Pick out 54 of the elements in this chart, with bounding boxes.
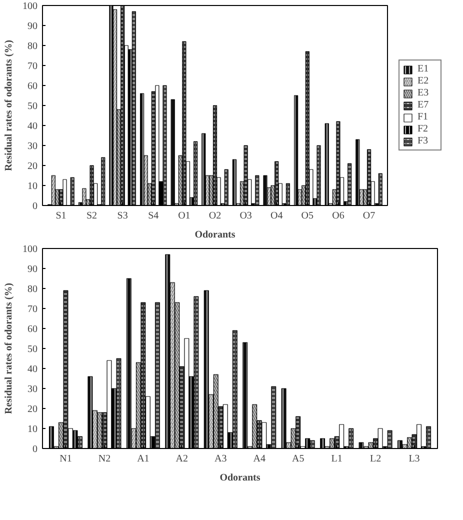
x-tick-label: L3 — [408, 454, 420, 464]
y-tick-label: 10 — [28, 181, 38, 192]
y-tick-label: 100 — [22, 1, 38, 12]
y-tick-label: 0 — [32, 444, 38, 455]
x-tick-label: A5 — [292, 454, 304, 464]
y-tick-label: 20 — [28, 161, 38, 172]
y-tick-label: 80 — [28, 284, 38, 295]
x-tick-label: S3 — [117, 210, 128, 222]
y-tick-label: 100 — [22, 244, 38, 255]
y-tick-label: 60 — [28, 324, 38, 335]
x-tick-label: N1 — [60, 454, 72, 464]
y-tick-label: 10 — [28, 424, 38, 435]
x-tick-label: S1 — [56, 210, 66, 222]
x-tick-label: S4 — [148, 210, 159, 222]
legend-label: F2 — [418, 124, 430, 134]
y-tick-label: 30 — [28, 384, 38, 395]
x-tick-label: O3 — [240, 210, 252, 222]
x-tick-label: O7 — [362, 210, 376, 222]
x-tick-label: A3 — [214, 454, 227, 464]
x-tick-label: O5 — [301, 210, 314, 222]
legend-label: E7 — [418, 100, 430, 110]
x-tick-label: A1 — [137, 454, 150, 464]
y-tick-label: 30 — [28, 141, 38, 152]
y-tick-label: 80 — [28, 41, 38, 52]
legend-label: E2 — [418, 76, 430, 86]
x-axis-title: Odorants — [220, 472, 260, 484]
x-tick-label: A2 — [176, 454, 188, 464]
legend-label: E1 — [418, 64, 430, 74]
x-tick-label: L2 — [370, 454, 382, 464]
y-tick-label: 90 — [28, 264, 38, 275]
legend-label: F3 — [418, 136, 430, 146]
y-axis-title: Residual rates of odorants (%) — [4, 282, 14, 414]
y-tick-label: 60 — [28, 81, 38, 92]
y-tick-label: 40 — [28, 364, 38, 375]
x-tick-label: L1 — [331, 454, 342, 464]
legend-label: E3 — [418, 88, 430, 98]
x-tick-label: N2 — [98, 454, 111, 464]
y-tick-label: 70 — [28, 61, 38, 72]
legend-label: F1 — [418, 112, 430, 122]
y-tick-label: 20 — [28, 404, 38, 415]
y-tick-label: 50 — [28, 344, 38, 355]
x-tick-label: S2 — [86, 210, 98, 222]
x-axis-title: Odorants — [194, 230, 236, 240]
y-tick-label: 50 — [28, 101, 38, 112]
x-tick-label: A4 — [253, 454, 266, 464]
y-tick-label: 40 — [28, 121, 38, 132]
x-tick-label: O4 — [270, 210, 283, 222]
x-tick-label: O6 — [332, 210, 344, 222]
y-tick-label: 90 — [28, 21, 38, 32]
y-axis-title: Residual rates of odorants (%) — [4, 40, 14, 172]
x-tick-label: O2 — [208, 210, 222, 222]
y-tick-label: 0 — [32, 201, 38, 212]
y-tick-label: 70 — [28, 304, 38, 315]
x-tick-label: O1 — [178, 210, 190, 222]
